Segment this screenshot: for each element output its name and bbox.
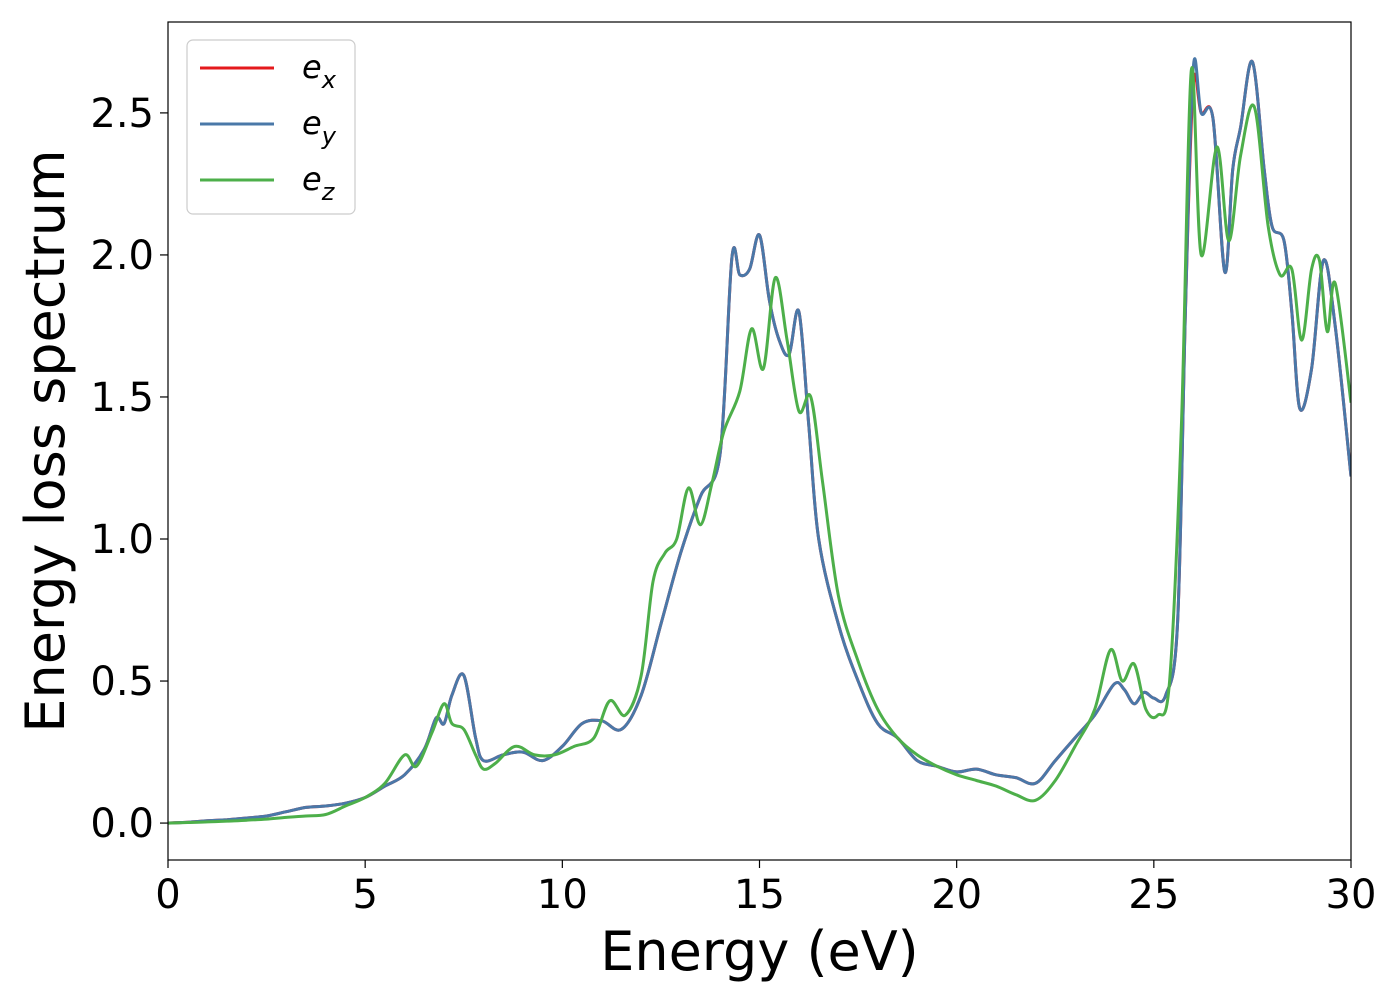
legend-label-ez: ez	[302, 160, 336, 206]
legend-box	[186, 39, 356, 215]
y-tick-label: 0.0	[90, 801, 154, 847]
y-axis: 0.0 0.5 1.0 1.5 2.0 2.5	[90, 91, 168, 847]
legend-label-ey: ey	[302, 104, 337, 150]
y-tick-label: 2.0	[90, 233, 154, 279]
x-axis-label: Energy (eV)	[600, 920, 919, 983]
x-tick-label: 20	[931, 872, 982, 918]
y-tick-label: 1.5	[90, 375, 154, 421]
y-axis-label: Energy loss spectrum	[14, 149, 77, 732]
x-tick-label: 0	[155, 872, 180, 918]
x-tick-label: 10	[537, 872, 588, 918]
x-tick-label: 25	[1128, 872, 1179, 918]
x-axis: 0 5 10 15 20 25 30	[155, 860, 1376, 918]
series-line-ez	[168, 66, 1351, 825]
y-tick-label: 1.0	[90, 517, 154, 563]
legend-label-ex: ex	[302, 48, 337, 94]
y-tick-label: 0.5	[90, 659, 154, 705]
x-tick-label: 15	[734, 872, 785, 918]
series-lines	[168, 57, 1351, 825]
x-tick-label: 30	[1326, 872, 1377, 918]
legend: ex ey ez	[186, 39, 356, 215]
y-tick-label: 2.5	[90, 91, 154, 137]
x-tick-label: 5	[352, 872, 377, 918]
